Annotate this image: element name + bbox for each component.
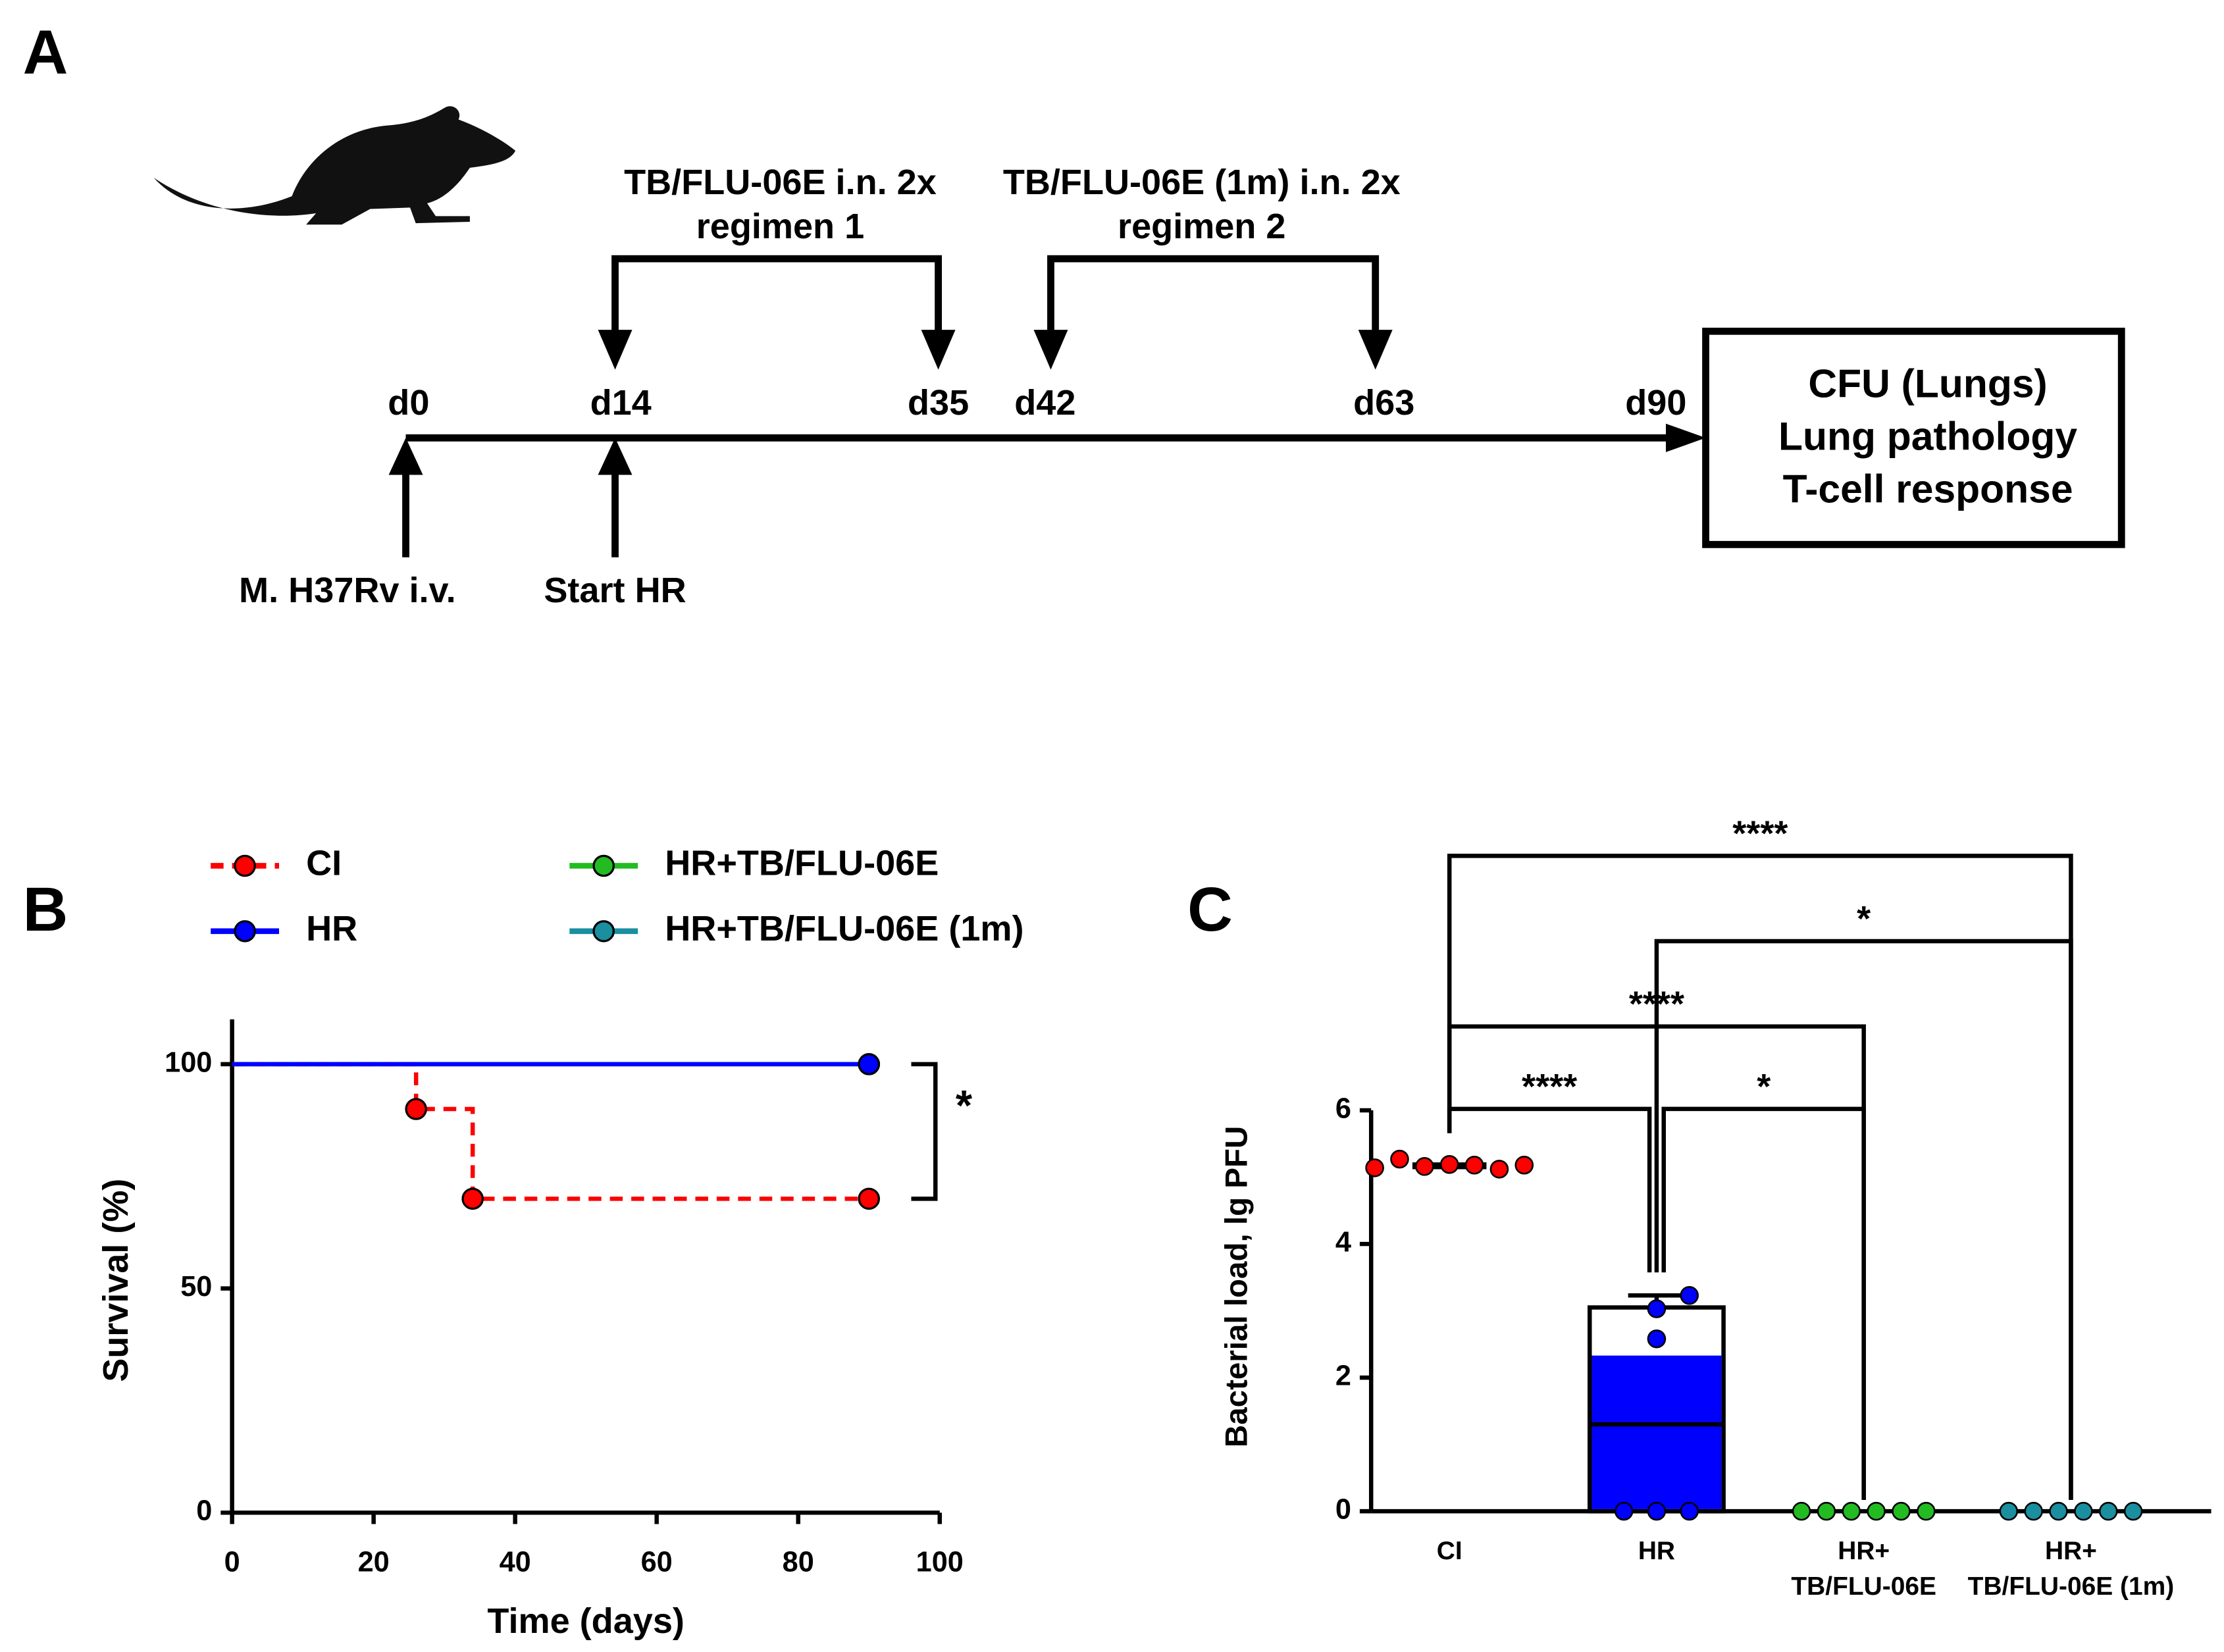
panel-label: A [23,18,68,88]
data-point [1842,1501,1861,1521]
y-tick-label: 2 [1335,1360,1351,1392]
timeline [402,434,1669,557]
regimen-name: TB/FLU-06E (1m) i.n. 2x [1003,163,1401,202]
regimen-bracket [611,255,1380,339]
box-shade [1591,1355,1722,1509]
data-point [1614,1501,1634,1521]
data-point [1647,1329,1667,1349]
significance-label: **** [1629,985,1684,1024]
data-point [1680,1285,1699,1305]
y-tick-label: 50 [180,1271,212,1303]
data-point [1514,1156,1534,1175]
legend-label: HR [306,909,357,948]
x-tick-label: HR [1638,1537,1675,1565]
day-label: d90 [1625,383,1686,423]
day-label: d35 [908,383,969,423]
day-label: d42 [1014,383,1075,423]
data-point [1792,1501,1811,1521]
legend-label: CI [306,844,342,883]
y-axis-label: Survival (%) [96,1179,136,1382]
data-point [1999,1501,2019,1521]
regimen-subtitle: regimen 1 [696,207,864,246]
survival-point [858,1053,880,1075]
data-point [1917,1501,1936,1521]
regimen-name: TB/FLU-06E i.n. 2x [624,163,937,202]
arrowheads [388,423,1706,475]
panel-label: B [23,875,68,944]
arrowheads [598,330,1393,370]
data-point [1464,1156,1484,1175]
x-tick-label: 100 [916,1547,964,1578]
survival-point [858,1187,880,1210]
significance-label: **** [1732,813,1788,853]
data-point [2049,1501,2068,1521]
panel-a: A TB/FLU-06E i.n. 2x regimen 1 TB/FLU-06… [23,18,2125,610]
data-point [1647,1501,1667,1521]
data-point [1647,1299,1667,1318]
day-label: d0 [388,383,429,423]
event-label: Start HR [544,571,686,610]
day-label: d63 [1353,383,1414,423]
y-axis-label: Bacterial load, lg PFU [1220,1126,1254,1447]
panel-label: C [1187,875,1233,944]
readout-box [1702,327,2125,548]
data-point [2074,1501,2093,1521]
significance-label: * [956,1081,973,1129]
legend-marker [592,920,615,942]
significance-label: **** [1522,1067,1577,1106]
significance-bracket [1447,854,2073,1500]
significance-bracket [1661,1106,1866,1500]
significance-label: * [1857,899,1871,939]
data-point [2024,1501,2043,1521]
data-point [1365,1158,1384,1177]
legend-label: HR+TB/FLU-06E (1m) [665,909,1023,948]
legend-marker [234,854,256,877]
x-tick-label: HR+ TB/FLU-06E [1791,1537,1936,1601]
legend-marker [234,920,256,942]
significance-bracket [1654,939,2073,1500]
day-label: d14 [590,383,652,423]
x-axis-label: Time (days) [487,1601,685,1641]
survival-line [232,1062,869,1201]
data-point [1390,1149,1409,1169]
y-tick-label: 6 [1335,1093,1351,1124]
significance-bracket [1447,1106,1652,1273]
regimen-subtitle: regimen 2 [1118,207,1285,246]
y-tick-label: 4 [1335,1227,1351,1258]
data-point [2123,1501,2143,1521]
data-point [1489,1160,1509,1179]
y-tick-label: 100 [165,1046,212,1078]
data-point [2098,1501,2118,1521]
survival-point [461,1187,484,1210]
readout: T-cell response [1783,466,2073,511]
data-point [1415,1157,1434,1176]
data-point [1680,1501,1699,1521]
legend-marker [592,854,615,877]
significance-label: * [1757,1067,1771,1106]
x-tick-label: 80 [783,1547,814,1578]
y-tick-label: 0 [1335,1494,1351,1526]
data-point [1867,1501,1886,1521]
data-point [1892,1501,1911,1521]
data-point [1817,1501,1836,1521]
x-tick-label: 20 [358,1547,390,1578]
x-tick-label: 60 [641,1547,673,1578]
readout: Lung pathology [1778,413,2077,458]
x-tick-label: 40 [500,1547,531,1578]
y-tick-label: 0 [196,1495,212,1527]
readout: CFU (Lungs) [1808,361,2047,406]
event-label: M. H37Rv i.v. [239,571,456,610]
x-tick-label: HR+ TB/FLU-06E (1m) [1968,1537,2175,1601]
x-tick-label: 0 [224,1547,240,1578]
x-tick-label: CI [1437,1537,1462,1565]
mouse-icon [153,106,516,225]
significance-bracket [911,1062,938,1201]
data-point [1439,1154,1459,1174]
legend-label: HR+TB/FLU-06E [665,844,939,883]
survival-point [405,1098,427,1120]
